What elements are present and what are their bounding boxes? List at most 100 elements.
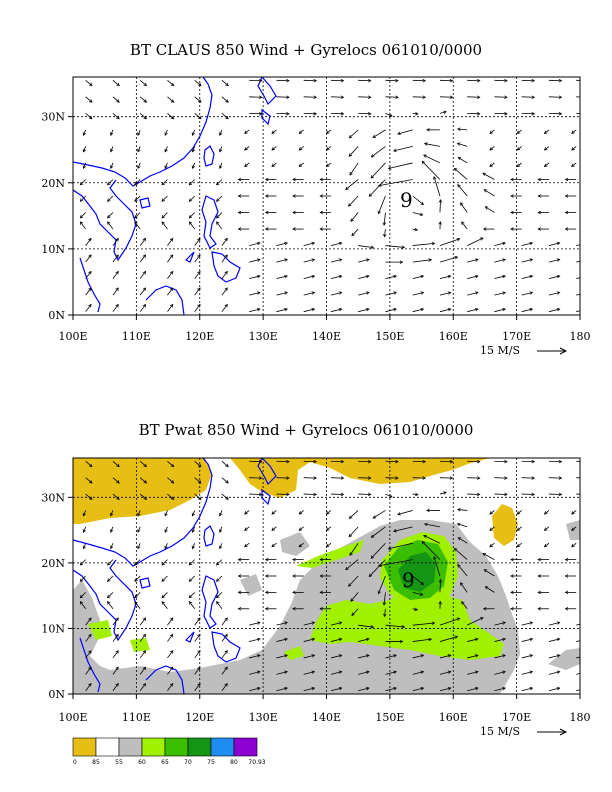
wind-vector [412,687,424,692]
wind-vector-head [197,463,202,468]
x-tick-label: 100E [58,711,87,724]
wind-vector-head [438,221,442,225]
wind-vector-head [134,198,138,202]
wind-vector-head [286,476,290,480]
wind-vector-head [82,132,86,136]
wind-vector [167,238,174,246]
wind-vector [112,80,120,87]
wind-vector-head [571,511,575,515]
wind-vector-head [476,111,481,116]
wind-vector [271,146,277,151]
wind-vector-head [350,598,354,602]
wind-vector [85,287,92,296]
wind-vector-head [88,115,93,120]
wind-vector [412,195,424,205]
wind-vector [85,683,92,691]
bottom-storm-marker: 9 [402,568,415,592]
wind-vector-head [461,221,465,225]
wind-vector [298,162,304,167]
wind-vector [457,564,468,577]
wind-vector [161,559,168,566]
moist-band-1 [296,540,364,568]
wind-vector-head [415,112,419,116]
wind-vector-head [134,600,138,605]
wind-vector-head [169,237,174,242]
wind-vector [188,575,195,582]
wind-vector [192,146,196,152]
wind-vector [107,592,114,599]
x-tick-label: 170E [502,330,531,343]
wind-vector-head [319,194,323,198]
wind-vector-head [422,459,427,464]
wind-vector [412,493,419,496]
wind-vector-head [529,654,534,658]
wind-vector [370,542,386,559]
wind-vector-head [372,515,377,519]
wind-vector-head [383,233,387,238]
wind-vector-head [456,617,461,621]
wind-vector [298,146,304,151]
wind-vector-head [161,578,166,582]
wind-vector [112,634,119,642]
wind-vector-head [483,569,488,573]
wind-vector [164,543,168,549]
wind-vector-head [313,95,318,99]
wind-vector-head [476,95,481,99]
wind-vector [167,96,174,103]
wind-vector-head [286,95,290,99]
wind-vector-head [264,607,269,611]
wind-vector-head [387,546,392,550]
wind-vector-head [142,270,147,275]
wind-vector-head [284,241,288,246]
wind-vector [467,617,484,626]
wind-vector-head [110,512,114,517]
wind-vector-head [137,529,141,533]
wind-vector [139,493,147,500]
wind-vector-head [421,160,426,165]
wind-vector [164,146,168,152]
wind-vector-head [558,492,563,497]
wind-vector-head [426,508,430,513]
wind-vector-head [531,78,536,83]
wind-vector-head [325,543,330,548]
wind-vector-head [338,670,343,674]
wind-vector [576,623,580,626]
bottom-axis-ticks: 100E 110E 120E 130E 140E 150E 160E 170E 180 0N 10N… [41,491,590,724]
wind-vector [345,559,359,570]
wind-vector [494,275,506,280]
wind-vector [298,510,304,515]
wind-vector [164,129,168,136]
wind-vector-head [415,492,419,497]
wind-vector-head [142,666,147,671]
wind-vector [576,277,580,280]
wind-vector [385,275,397,280]
wind-vector-head [137,148,141,153]
wind-vector-head [237,557,242,562]
wind-vector-head [143,82,148,87]
wind-vector [79,195,86,202]
wind-vector [482,172,495,180]
wind-vector-head [313,476,318,480]
wind-vector-head [372,134,377,138]
wind-vector [412,308,424,313]
wind-vector-head [571,163,575,167]
wind-vector-head [188,214,193,219]
wind-vector [219,146,223,152]
wind-vector-head [284,274,288,279]
wind-vector-head [349,171,353,176]
wind-vector-head [531,111,536,116]
wind-vector [112,493,120,500]
top-scale-reference: 15 M/S [480,344,568,357]
colorbar-swatch [72,737,97,757]
bottom-map-panel: 9 100E 110E 120E 130E 140E 150E 160E 170E 1800N1… [41,457,591,738]
wind-vector-head [169,650,174,654]
wind-vector-head [197,237,201,242]
wind-vector-head [443,491,447,495]
wind-vector-head [420,274,425,279]
wind-vector [330,242,342,246]
wind-vector [457,142,468,147]
wind-vector-head [510,177,514,182]
wind-vector [330,654,342,659]
x-tick-label: 150E [375,711,404,724]
wind-vector-head [504,95,508,99]
